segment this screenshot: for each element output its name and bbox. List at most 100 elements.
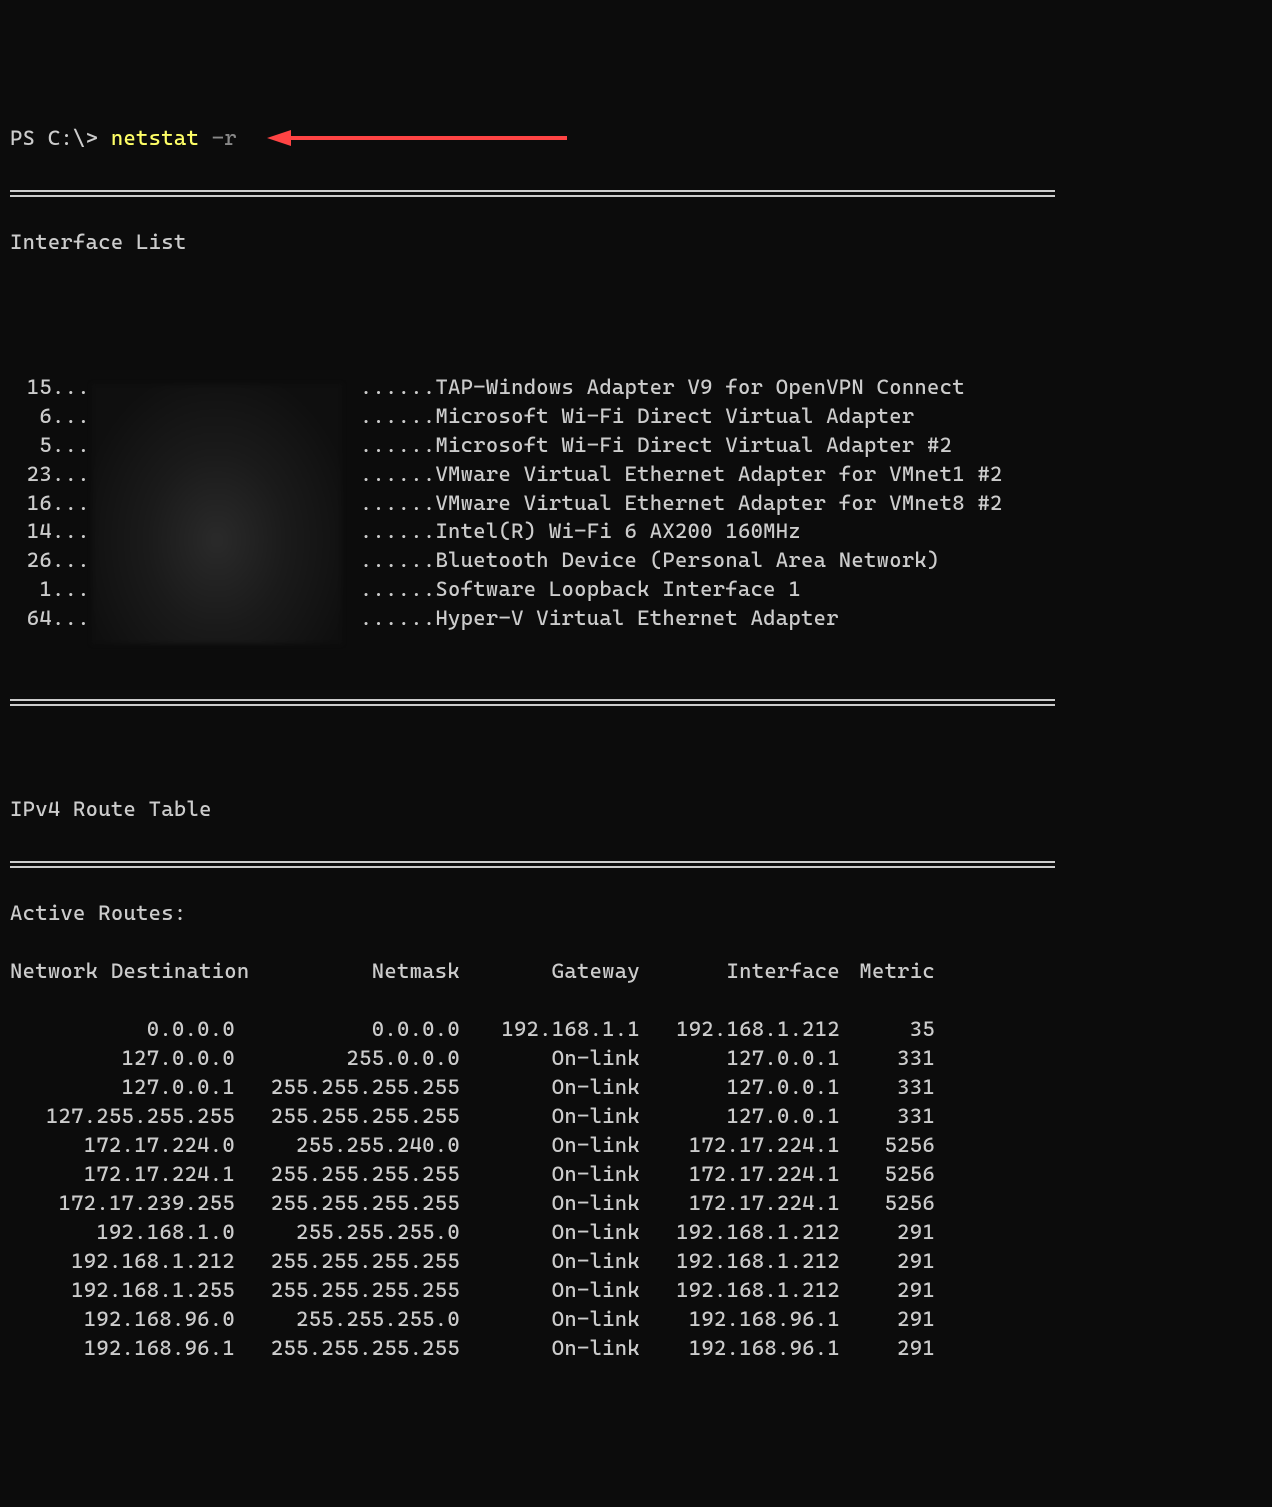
col-header: Netmask	[250, 957, 460, 986]
route-cell: On-link	[460, 1073, 640, 1102]
route-cell: On-link	[460, 1189, 640, 1218]
route-cell: 255.255.255.255	[235, 1160, 460, 1189]
col-header: Interface	[640, 957, 840, 986]
route-cell: On-link	[460, 1218, 640, 1247]
route-cell: 255.255.255.255	[235, 1189, 460, 1218]
route-cell: 0.0.0.0	[10, 1015, 235, 1044]
route-cell: 192.168.96.1	[640, 1305, 840, 1334]
route-cell: 172.17.239.255	[10, 1189, 235, 1218]
route-cell: 192.168.1.212	[640, 1276, 840, 1305]
route-cell: 5256	[840, 1131, 935, 1160]
interface-desc: ......Bluetooth Device (Personal Area Ne…	[360, 546, 940, 575]
route-cell: 192.168.1.212	[640, 1218, 840, 1247]
route-cell: On-link	[460, 1276, 640, 1305]
interface-index: 64	[10, 604, 52, 633]
route-cell: 291	[840, 1218, 935, 1247]
route-cell: 331	[840, 1073, 935, 1102]
route-cell: 192.168.96.0	[10, 1305, 235, 1334]
route-cell: 255.255.255.255	[235, 1276, 460, 1305]
interface-index: 23	[10, 460, 52, 489]
route-cell: 172.17.224.1	[640, 1189, 840, 1218]
route-cell: 192.168.96.1	[10, 1334, 235, 1363]
interface-list: 15.........TAP-Windows Adapter V9 for Op…	[10, 286, 1262, 663]
command-text: netstat	[111, 124, 199, 153]
interface-list-title: Interface List	[10, 228, 1262, 257]
route-cell: On-link	[460, 1305, 640, 1334]
route-cell: 291	[840, 1305, 935, 1334]
route-cell: 172.17.224.1	[640, 1131, 840, 1160]
route-cell: 192.168.1.255	[10, 1276, 235, 1305]
redacted-region	[92, 384, 342, 644]
route-row: 172.17.239.255255.255.255.255On-link172.…	[10, 1189, 1262, 1218]
dots: ...	[52, 402, 90, 431]
interface-desc: ......Software Loopback Interface 1	[360, 575, 801, 604]
route-row: 127.0.0.0255.0.0.0On-link127.0.0.1331	[10, 1044, 1262, 1073]
route-row: 172.17.224.0255.255.240.0On-link172.17.2…	[10, 1131, 1262, 1160]
interface-desc: ......TAP-Windows Adapter V9 for OpenVPN…	[360, 373, 965, 402]
route-cell: 192.168.1.1	[460, 1015, 640, 1044]
route-cell: 255.255.240.0	[235, 1131, 460, 1160]
route-cell: On-link	[460, 1247, 640, 1276]
route-cell: 192.168.1.0	[10, 1218, 235, 1247]
route-cell: 291	[840, 1334, 935, 1363]
prompt-prefix: PS C:\>	[10, 124, 98, 153]
route-cell: 5256	[840, 1160, 935, 1189]
route-cell: 255.255.255.255	[235, 1334, 460, 1363]
dots: ...	[52, 604, 90, 633]
route-cell: On-link	[460, 1044, 640, 1073]
route-cell: 291	[840, 1276, 935, 1305]
route-cell: 255.255.255.255	[235, 1102, 460, 1131]
interface-index: 6	[10, 402, 52, 431]
route-cell: 172.17.224.1	[640, 1160, 840, 1189]
route-row: 192.168.1.0255.255.255.0On-link192.168.1…	[10, 1218, 1262, 1247]
interface-index: 15	[10, 373, 52, 402]
interface-desc: ......VMware Virtual Ethernet Adapter fo…	[360, 460, 1003, 489]
interface-desc: ......VMware Virtual Ethernet Adapter fo…	[360, 489, 1003, 518]
interface-index: 5	[10, 431, 52, 460]
interface-index: 1	[10, 575, 52, 604]
route-cell: 127.0.0.1	[10, 1073, 235, 1102]
route-cell: 192.168.1.212	[640, 1247, 840, 1276]
route-cell: 192.168.1.212	[10, 1247, 235, 1276]
route-cell: 5256	[840, 1189, 935, 1218]
route-cell: 255.255.255.255	[235, 1073, 460, 1102]
route-cell: 172.17.224.0	[10, 1131, 235, 1160]
route-cell: 0.0.0.0	[235, 1015, 460, 1044]
route-cell: 255.255.255.255	[235, 1247, 460, 1276]
col-header: Metric	[840, 957, 935, 986]
interface-index: 16	[10, 489, 52, 518]
route-cell: On-link	[460, 1334, 640, 1363]
route-header-row: Network Destination Netmask Gateway Inte…	[10, 957, 1262, 986]
dots: ...	[52, 575, 90, 604]
interface-desc: ......Hyper-V Virtual Ethernet Adapter	[360, 604, 839, 633]
route-cell: 255.0.0.0	[235, 1044, 460, 1073]
route-row: 0.0.0.00.0.0.0192.168.1.1192.168.1.21235	[10, 1015, 1262, 1044]
route-row: 192.168.1.255255.255.255.255On-link192.1…	[10, 1276, 1262, 1305]
col-header: Gateway	[460, 957, 640, 986]
dots: ...	[52, 517, 90, 546]
dots: ...	[52, 431, 90, 460]
interface-index: 26	[10, 546, 52, 575]
interface-desc: ......Microsoft Wi-Fi Direct Virtual Ada…	[360, 431, 952, 460]
route-cell: 255.255.255.0	[235, 1305, 460, 1334]
route-cell: 192.168.1.212	[640, 1015, 840, 1044]
route-cell: 331	[840, 1044, 935, 1073]
route-cell: 291	[840, 1247, 935, 1276]
command-flag: -r	[212, 124, 237, 153]
route-cell: 127.0.0.1	[640, 1044, 840, 1073]
active-routes-label: Active Routes:	[10, 899, 1262, 928]
arrow-icon	[267, 128, 567, 148]
ipv4-route-table-title: IPv4 Route Table	[10, 795, 1262, 824]
dots: ...	[52, 489, 90, 518]
route-row: 192.168.96.1255.255.255.255On-link192.16…	[10, 1334, 1262, 1363]
interface-desc: ......Microsoft Wi-Fi Direct Virtual Ada…	[360, 402, 915, 431]
divider-rule	[10, 699, 1055, 706]
route-cell: 172.17.224.1	[10, 1160, 235, 1189]
route-cell: 127.0.0.1	[640, 1102, 840, 1131]
prompt-line[interactable]: PS C:\> netstat -r	[10, 124, 1262, 153]
route-row: 192.168.1.212255.255.255.255On-link192.1…	[10, 1247, 1262, 1276]
col-header: Network Destination	[10, 957, 250, 986]
route-cell: On-link	[460, 1102, 640, 1131]
route-cell: 127.255.255.255	[10, 1102, 235, 1131]
route-row: 127.255.255.255255.255.255.255On-link127…	[10, 1102, 1262, 1131]
